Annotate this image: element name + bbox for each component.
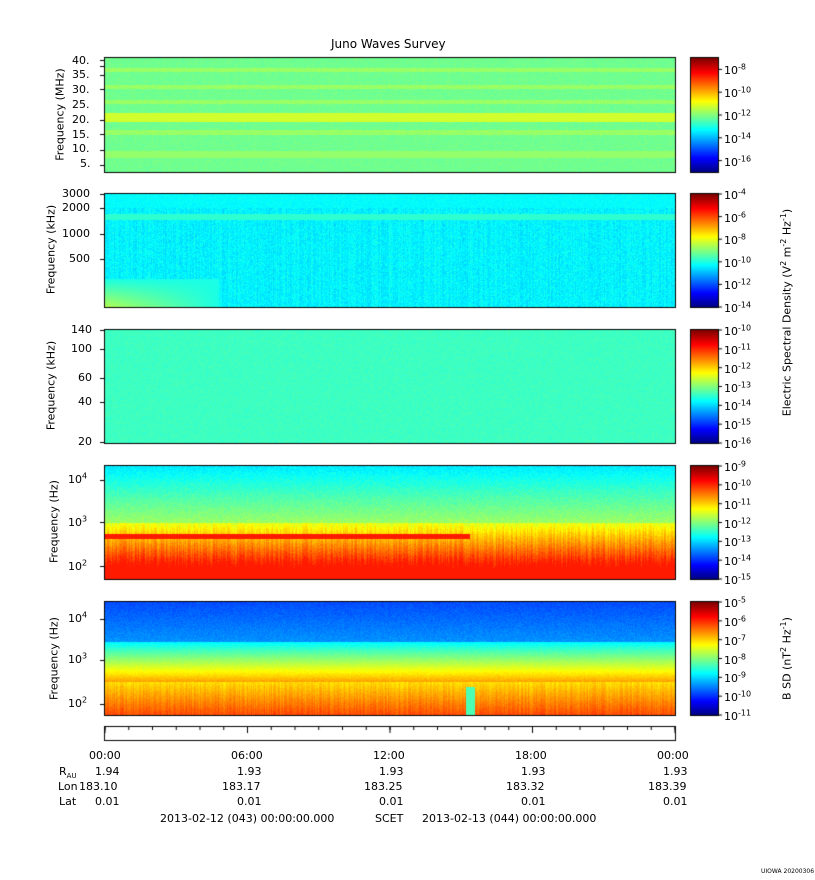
rau-value: 1.94 bbox=[95, 765, 120, 778]
panel5-ylabel: Frequency (Hz) bbox=[47, 617, 61, 700]
colorbar-tick-label: 10-14 bbox=[724, 131, 752, 146]
electric-density-label: Electric Spectral Density (V2 m-2 Hz-1) bbox=[778, 208, 794, 417]
colorbar-tick-label: 10-8 bbox=[724, 651, 746, 667]
time-label: 12:00 bbox=[373, 749, 405, 762]
colorbar-tick-label: 10-10 bbox=[724, 85, 752, 101]
colorbar-tick-label: 10-9 bbox=[724, 459, 746, 474]
panel2-ylabel: Frequency (kHz) bbox=[44, 204, 58, 295]
rau-value: 1.93 bbox=[663, 765, 688, 778]
colorbar-tick-label: 10-15 bbox=[724, 417, 752, 433]
end-time: 2013-02-13 (044) 00:00:00.000 bbox=[422, 812, 597, 825]
p4-ytick: 103 bbox=[68, 514, 88, 529]
p5-ytick: 104 bbox=[68, 610, 88, 625]
lat-value: 0.01 bbox=[521, 795, 546, 808]
p4-ytick: 102 bbox=[68, 558, 88, 573]
p2-ytick: 3000 bbox=[62, 187, 90, 200]
time-label: 18:00 bbox=[515, 749, 547, 762]
colorbar-tick-label: 10-13 bbox=[724, 379, 752, 395]
colorbar-tick-label: 10-12 bbox=[724, 515, 752, 531]
footer-stamp: UIOWA 20200306 bbox=[761, 868, 815, 875]
p5-ytick: 103 bbox=[68, 651, 88, 666]
p2-ytick: 2000 bbox=[62, 201, 90, 214]
p1-ytick: 5. bbox=[80, 157, 91, 170]
colorbar-tick-label: 10-6 bbox=[724, 614, 746, 629]
colorbar-tick-label: 10-10 bbox=[724, 689, 752, 705]
colorbar-tick-label: 10-10 bbox=[724, 323, 752, 338]
colorbar-tick-label: 10-15 bbox=[724, 572, 752, 587]
colorbar-tick-label: 10-7 bbox=[724, 633, 746, 648]
colorbar-tick-label: 10-12 bbox=[724, 108, 752, 123]
colorbar-tick-label: 10-11 bbox=[724, 342, 752, 357]
time-label: 00:00 bbox=[657, 749, 689, 762]
panel3-ylabel: Frequency (kHz) bbox=[44, 340, 58, 431]
p1-ytick: 35. bbox=[72, 68, 90, 81]
p1-ytick: 30. bbox=[72, 83, 90, 96]
colorbar-tick-label: 10-14 bbox=[724, 300, 752, 315]
p4-ytick: 104 bbox=[68, 471, 88, 486]
colorbar-tick-label: 10-9 bbox=[724, 670, 746, 686]
colorbar-tick-label: 10-14 bbox=[724, 553, 752, 569]
p1-ytick: 25. bbox=[72, 98, 90, 111]
panel4-ylabel: Frequency (Hz) bbox=[47, 480, 61, 563]
p1-ytick: 20. bbox=[72, 113, 90, 126]
p5-ytick: 102 bbox=[68, 695, 88, 710]
p1-ytick: 10. bbox=[72, 142, 90, 155]
colorbar-tick-label: 10-6 bbox=[724, 209, 746, 225]
colorbar-tick-label: 10-8 bbox=[724, 232, 746, 248]
p3-ytick: 100 bbox=[71, 342, 92, 355]
rau-value: 1.93 bbox=[237, 765, 262, 778]
lon-value: 183.10 bbox=[79, 780, 118, 793]
lon-value: 183.25 bbox=[364, 780, 403, 793]
colorbar-tick-label: 10-11 bbox=[724, 708, 752, 723]
colorbar-tick-label: 10-11 bbox=[724, 497, 752, 512]
colorbar-tick-label: 10-10 bbox=[724, 478, 752, 493]
colorbar-tick-label: 10-5 bbox=[724, 595, 746, 610]
p3-ytick: 20 bbox=[78, 435, 92, 448]
scet-label: SCET bbox=[375, 812, 404, 825]
chart-title: Juno Waves Survey bbox=[331, 37, 446, 51]
lat-value: 0.01 bbox=[379, 795, 404, 808]
lat-value: 0.01 bbox=[237, 795, 262, 808]
lon-value: 183.32 bbox=[506, 780, 545, 793]
colorbar-tick-label: 10-12 bbox=[724, 361, 752, 376]
colorbar-tick-label: 10-16 bbox=[724, 436, 752, 451]
colorbar-tick-label: 10-10 bbox=[724, 255, 752, 270]
rau-value: 1.93 bbox=[521, 765, 546, 778]
lat-value: 0.01 bbox=[663, 795, 688, 808]
lon-label: Lon bbox=[58, 780, 78, 793]
start-time: 2013-02-12 (043) 00:00:00.000 bbox=[160, 812, 335, 825]
p3-ytick: 140 bbox=[71, 323, 92, 336]
colorbar-tick-label: 10-16 bbox=[724, 153, 752, 169]
p2-ytick: 1000 bbox=[62, 227, 90, 240]
colorbar-tick-label: 10-13 bbox=[724, 534, 752, 550]
p2-ytick: 500 bbox=[69, 252, 90, 265]
lat-label: Lat bbox=[59, 795, 77, 808]
p3-ytick: 40 bbox=[78, 395, 92, 408]
time-label: 06:00 bbox=[231, 749, 263, 762]
lat-value: 0.01 bbox=[95, 795, 120, 808]
rau-value: 1.93 bbox=[379, 765, 404, 778]
lon-value: 183.39 bbox=[648, 780, 687, 793]
colorbar-tick-label: 10-12 bbox=[724, 277, 752, 293]
colorbar-tick-label: 10-14 bbox=[724, 398, 752, 414]
magnetic-density-label: B SD (nT2 Hz-1) bbox=[778, 617, 794, 700]
colorbar-tick-label: 10-8 bbox=[724, 62, 746, 78]
rau-label: RAU bbox=[59, 765, 77, 781]
p1-ytick: 15. bbox=[72, 128, 90, 141]
panel1-ylabel: Frequency (MHz) bbox=[53, 68, 67, 161]
lon-value: 183.17 bbox=[222, 780, 261, 793]
p3-ytick: 60 bbox=[78, 371, 92, 384]
p1-ytick: 40. bbox=[72, 54, 90, 67]
time-label: 00:00 bbox=[89, 749, 121, 762]
colorbar-tick-label: 10-4 bbox=[724, 187, 746, 202]
